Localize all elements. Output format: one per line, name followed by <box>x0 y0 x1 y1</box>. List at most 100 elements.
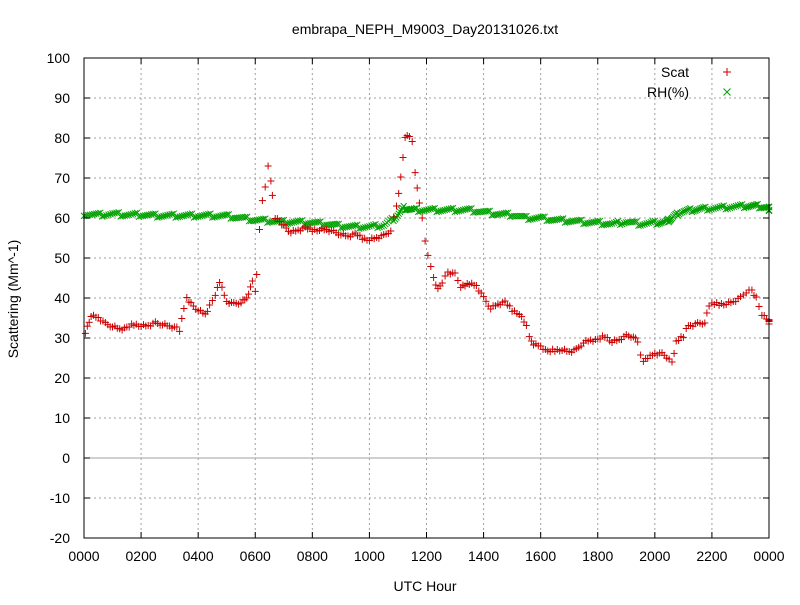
scat-point <box>427 263 435 270</box>
rh-point <box>525 216 532 224</box>
rh-point <box>98 213 106 220</box>
scat-point <box>251 287 259 295</box>
y-tick-label: -10 <box>50 490 70 506</box>
rh-point <box>683 206 691 214</box>
rh-point <box>288 219 296 226</box>
rh-point <box>425 206 432 213</box>
scat-point <box>477 289 485 297</box>
rh-point <box>164 211 171 219</box>
rh-point <box>290 218 298 226</box>
rh-point <box>127 210 135 218</box>
x-axis-label: UTC Hour <box>393 578 456 594</box>
rh-point <box>419 207 426 215</box>
rh-point <box>618 220 626 228</box>
rh-point <box>437 207 445 215</box>
rh-point <box>641 220 648 228</box>
scat-point <box>748 286 756 294</box>
rh-point <box>645 219 653 227</box>
scat-point <box>268 191 276 199</box>
scat-point <box>405 133 413 140</box>
y-tick-label: 10 <box>54 410 70 426</box>
scat-point <box>670 349 678 357</box>
x-tick-label: 0800 <box>297 548 328 564</box>
rh-point <box>353 221 361 229</box>
scat-point <box>85 318 93 326</box>
scat-point <box>637 351 645 359</box>
rh-point <box>355 225 363 233</box>
scat-point <box>701 319 709 327</box>
rh-point <box>529 215 536 223</box>
rh-point <box>714 204 721 211</box>
rh-point <box>359 224 367 232</box>
scat-point <box>632 334 640 342</box>
scat-point <box>525 333 533 341</box>
rh-point <box>732 202 740 210</box>
rh-point <box>494 211 502 218</box>
rh-point <box>606 220 614 228</box>
scat-point <box>421 237 429 245</box>
rh-point <box>378 223 385 230</box>
rh-point <box>523 212 530 220</box>
scat-point <box>253 271 261 278</box>
rh-point <box>184 211 192 218</box>
scat-point <box>180 305 188 312</box>
scat-point <box>393 202 400 210</box>
rh-point <box>710 205 717 213</box>
rh-point <box>372 220 379 228</box>
chart-title: embrapa_NEPH_M9003_Day20131026.txt <box>292 21 558 37</box>
scat-point <box>451 269 459 277</box>
rh-point <box>286 219 294 227</box>
rh-point <box>453 208 461 215</box>
rh-point <box>716 203 724 211</box>
rh-point <box>178 212 186 220</box>
rh-point <box>722 205 730 213</box>
rh-point <box>718 202 726 210</box>
scat-point <box>264 162 272 170</box>
rh-point <box>682 207 689 215</box>
rh-point <box>156 213 163 221</box>
scat-point <box>243 294 251 302</box>
rh-point <box>96 209 104 217</box>
scat-point <box>454 277 462 284</box>
rh-point <box>133 209 141 217</box>
rh-point <box>123 211 131 219</box>
scat-point <box>472 282 480 289</box>
rh-point <box>88 211 96 218</box>
rh-point <box>351 222 359 229</box>
scat-point <box>395 189 403 197</box>
rh-point <box>643 220 651 227</box>
rh-point <box>726 204 734 212</box>
rh-point <box>92 210 100 218</box>
legend-rh-label: RH(%) <box>647 84 689 100</box>
rh-point <box>637 222 644 229</box>
scat-point <box>501 297 509 305</box>
scat-point <box>81 329 89 337</box>
rh-point <box>158 213 165 220</box>
x-tick-label: 2200 <box>696 548 727 564</box>
rh-point <box>700 204 707 211</box>
scat-point <box>208 297 216 304</box>
rh-point <box>166 211 173 218</box>
scat-series-layer <box>81 132 773 366</box>
rh-point <box>414 208 422 216</box>
scat-point <box>480 293 488 301</box>
rh-point <box>194 213 202 220</box>
rh-point <box>251 217 259 224</box>
rh-point <box>443 206 451 213</box>
rh-point <box>213 213 220 221</box>
rh-point <box>170 210 178 218</box>
rh-point <box>162 212 169 219</box>
y-tick-label: 40 <box>54 290 70 306</box>
rh-point <box>435 208 443 215</box>
scat-point <box>518 313 526 321</box>
rh-point <box>366 222 373 230</box>
rh-point <box>455 207 463 215</box>
rh-point <box>107 210 114 218</box>
rh-point <box>533 214 540 222</box>
scat-point <box>755 303 763 310</box>
rh-point <box>215 212 222 220</box>
x-tick-label: 0000 <box>753 548 784 564</box>
scat-point <box>267 177 275 185</box>
x-tick-label: 1400 <box>468 548 499 564</box>
